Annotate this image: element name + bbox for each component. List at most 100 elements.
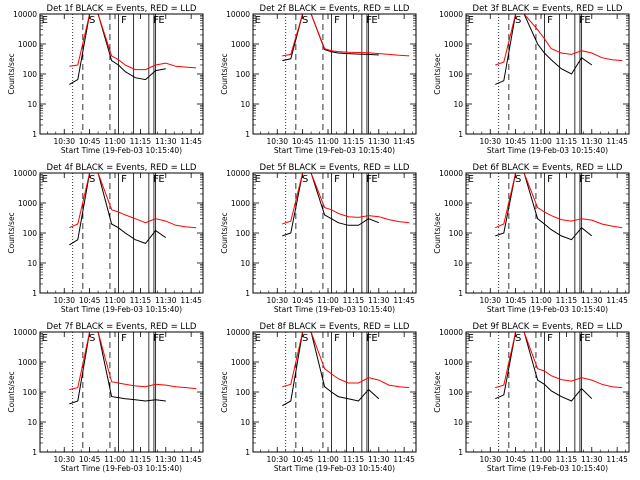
series-lld-line — [69, 173, 197, 229]
plot-frame — [465, 331, 630, 453]
y-tick-label: 10 — [27, 259, 37, 268]
y-tick-label: 1 — [458, 289, 463, 298]
flag-label: F — [153, 174, 159, 185]
x-tick-label: 11:15 — [343, 455, 365, 464]
x-tick-label: 11:30 — [581, 455, 603, 464]
flag-label: E — [42, 15, 48, 26]
plot-frame — [39, 331, 204, 453]
y-axis-label: Counts/sec — [220, 371, 229, 412]
series-lld-line — [282, 173, 410, 225]
y-tick-label: 10000 — [439, 10, 463, 19]
flag-label: F — [121, 174, 127, 185]
series-lld-line — [282, 14, 410, 57]
panel-5: Det 5f BLACK = Events, RED = LLD 1 10 100 10… — [220, 163, 417, 314]
plot-frame — [252, 331, 417, 453]
x-tick-label: 11:00 — [317, 296, 339, 305]
x-axis-label: Start Time (19-Feb-03 10:15:40) — [274, 464, 395, 473]
x-tick-label: 11:45 — [180, 455, 202, 464]
panel-2: Det 2f BLACK = Events, RED = LLD 1 10 100 10… — [220, 4, 417, 155]
flag-label: S — [302, 15, 308, 26]
x-tick-label: 11:45 — [180, 296, 202, 305]
y-tick-label: 10 — [27, 100, 37, 109]
panel-title: Det 2f BLACK = Events, RED = LLD — [260, 4, 410, 14]
y-tick-label: 10 — [453, 100, 463, 109]
y-tick-label: 1000 — [18, 199, 37, 208]
series-events-line — [69, 332, 166, 405]
x-tick-label: 11:00 — [104, 137, 126, 146]
flag-label: E — [371, 174, 377, 185]
y-axis-label: Counts/sec — [7, 53, 16, 94]
panel-7: Det 7f BLACK = Events, RED = LLD 1 10 100 10… — [7, 322, 204, 473]
series-lld-line — [282, 332, 410, 389]
x-tick-label: 11:30 — [368, 455, 390, 464]
flag-label: S — [89, 174, 95, 185]
y-axis-label: Counts/sec — [220, 53, 229, 94]
x-tick-label: 11:00 — [530, 455, 552, 464]
flag-label: F — [547, 15, 553, 26]
y-tick-label: 100 — [23, 229, 38, 238]
x-tick-label: 11:15 — [556, 455, 578, 464]
flag-label: F — [366, 333, 372, 344]
plot-frame — [252, 172, 417, 294]
flag-label: E — [371, 333, 377, 344]
x-tick-label: 11:45 — [606, 137, 628, 146]
y-tick-label: 100 — [449, 229, 464, 238]
y-tick-label: 100 — [449, 388, 464, 397]
x-axis-label: Start Time (19-Feb-03 10:15:40) — [274, 305, 395, 314]
panel-4: Det 4f BLACK = Events, RED = LLD 1 10 100 10… — [7, 163, 204, 314]
x-tick-label: 10:45 — [79, 137, 101, 146]
flag-label: F — [547, 174, 553, 185]
y-tick-label: 1000 — [444, 358, 463, 367]
x-tick-label: 10:45 — [292, 137, 314, 146]
y-tick-label: 10000 — [13, 169, 37, 178]
flag-label: F — [579, 333, 585, 344]
x-tick-label: 11:15 — [343, 137, 365, 146]
flag-label: E — [158, 333, 164, 344]
panel-8: Det 8f BLACK = Events, RED = LLD 1 10 100 10… — [220, 322, 417, 473]
series-lld-line — [495, 173, 623, 229]
flag-label: E — [468, 333, 474, 344]
panel-6: Det 6f BLACK = Events, RED = LLD 1 10 100 10… — [433, 163, 630, 314]
x-tick-label: 11:30 — [368, 296, 390, 305]
y-tick-label: 1 — [32, 289, 37, 298]
x-axis-label: Start Time (19-Feb-03 10:15:40) — [61, 305, 182, 314]
series-lld-line — [495, 332, 623, 389]
x-axis-label: Start Time (19-Feb-03 10:15:40) — [487, 305, 608, 314]
series-events-line — [282, 173, 379, 237]
y-axis-label: Counts/sec — [433, 371, 442, 412]
x-tick-label: 10:30 — [479, 455, 501, 464]
y-tick-label: 1000 — [444, 40, 463, 49]
x-tick-label: 11:30 — [581, 296, 603, 305]
panel-title: Det 4f BLACK = Events, RED = LLD — [47, 163, 197, 173]
y-axis-label: Counts/sec — [220, 212, 229, 253]
y-axis-label: Counts/sec — [7, 212, 16, 253]
flag-label: E — [42, 174, 48, 185]
y-tick-label: 1 — [245, 130, 250, 139]
flag-label: E — [371, 15, 377, 26]
y-tick-label: 10000 — [226, 169, 250, 178]
flag-label: F — [334, 174, 340, 185]
x-tick-label: 11:00 — [317, 455, 339, 464]
x-tick-label: 10:30 — [479, 137, 501, 146]
flag-label: S — [515, 15, 521, 26]
y-tick-label: 100 — [236, 70, 251, 79]
flag-label: S — [302, 174, 308, 185]
y-tick-label: 100 — [23, 70, 38, 79]
flag-label: E — [468, 174, 474, 185]
flag-label: E — [158, 174, 164, 185]
flag-label: E — [255, 174, 261, 185]
y-tick-label: 1 — [245, 448, 250, 457]
y-tick-label: 1 — [458, 130, 463, 139]
x-tick-label: 11:15 — [130, 455, 152, 464]
flag-label: F — [579, 174, 585, 185]
flag-label: F — [366, 15, 372, 26]
flag-label: E — [42, 333, 48, 344]
y-tick-label: 100 — [449, 70, 464, 79]
panel-title: Det 7f BLACK = Events, RED = LLD — [47, 322, 197, 332]
x-tick-label: 11:45 — [393, 137, 415, 146]
flag-label: F — [334, 333, 340, 344]
flag-label: F — [153, 333, 159, 344]
y-tick-label: 10000 — [439, 328, 463, 337]
flag-label: S — [89, 15, 95, 26]
